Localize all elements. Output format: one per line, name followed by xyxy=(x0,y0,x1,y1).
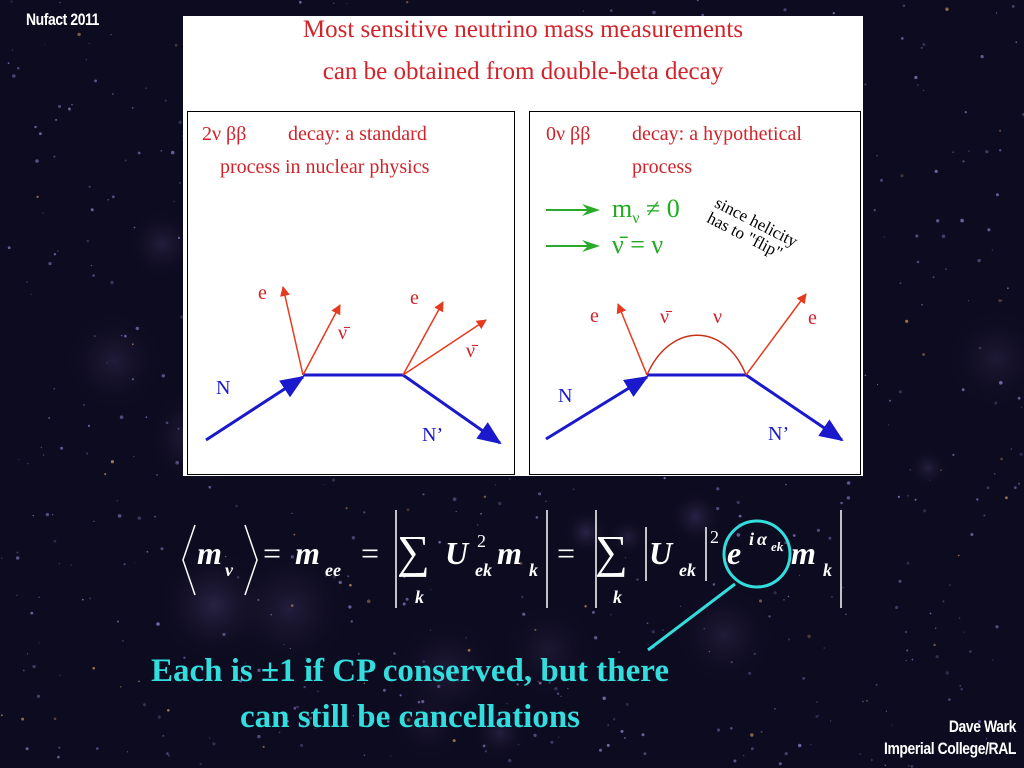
eq-equals3: = xyxy=(557,535,576,571)
label-Nprime: N’ xyxy=(768,423,790,445)
eq-alpha-exp: α xyxy=(757,529,767,549)
eq-nu-sub: ν xyxy=(225,560,233,580)
eq-ek1-sub: ek xyxy=(475,560,492,580)
outgoing-nucleus-line xyxy=(745,373,844,442)
outgoing-nucleus-line xyxy=(402,373,502,445)
figure-panel: Most sensitive neutrino mass measurement… xyxy=(183,16,863,476)
implication-arrows xyxy=(546,204,600,252)
label-nubar1: ν̄ xyxy=(338,322,348,344)
two-neutrino-box: 2ν ββ decay: a standard process in nucle… xyxy=(187,111,515,475)
eq-ek-exp-sub: ek xyxy=(771,539,784,554)
author-name: Dave Wark xyxy=(948,717,1016,736)
two-nu-heading: decay: a standard xyxy=(288,123,427,145)
panel-title-line1: Most sensitive neutrino mass measurement… xyxy=(302,16,744,43)
zero-neutrino-box: 0ν ββ decay: a hypothetical process mν ≠… xyxy=(529,111,861,475)
author-institution: Imperial College/RAL xyxy=(883,739,1016,758)
eq-equals2: = xyxy=(361,535,380,571)
incoming-nucleus-line xyxy=(205,375,305,442)
label-nubar2: ν̄ xyxy=(466,340,476,362)
label-e2: e xyxy=(410,287,419,309)
eq-sq2: 2 xyxy=(710,527,719,547)
two-nu-diagram xyxy=(205,286,502,445)
eq-m: m xyxy=(197,535,222,571)
neutrino-exchange-arc xyxy=(646,334,747,376)
eq-sq1: 2 xyxy=(477,531,486,551)
cp-note-line1: Each is ±1 if CP conserved, but there xyxy=(151,653,669,689)
eq-sum1-index: k xyxy=(415,587,424,607)
two-nu-heading-cont: process in nuclear physics xyxy=(220,156,430,178)
eq-U2: U xyxy=(649,535,673,571)
eq-ee-sub: ee xyxy=(325,560,341,580)
eq-m-k1: m xyxy=(497,535,522,571)
phase-highlight-circle xyxy=(722,519,792,589)
eq-k1-sub: k xyxy=(529,560,538,580)
antineutrino1-line xyxy=(302,304,341,376)
eq-equals1: = xyxy=(263,535,282,571)
eq-k2-sub: k xyxy=(823,560,832,580)
zero-nu-heading: decay: a hypothetical xyxy=(632,123,802,145)
label-N: N xyxy=(216,377,231,399)
label-Nprime: N’ xyxy=(422,424,444,446)
two-nu-symbol: 2ν ββ xyxy=(202,123,247,145)
eq-m-k2: m xyxy=(791,535,816,571)
zero-nu-diagram xyxy=(545,293,844,442)
phase-pointer-line xyxy=(647,582,736,652)
effective-mass-equation: m ν = m ee = ∑ k U ek 2 m k = ∑ k U ek 2… xyxy=(175,505,855,615)
conference-label: Nufact 2011 xyxy=(26,10,99,29)
label-nu: ν xyxy=(713,306,723,328)
antineutrino2-line xyxy=(402,319,487,376)
majorana-relation: ν̄ = ν xyxy=(612,230,664,259)
eq-i-exp: i xyxy=(749,529,755,549)
eq-m-ee: m xyxy=(295,535,320,571)
label-e2: e xyxy=(808,307,817,329)
panel-title-line2: can be obtained from double-beta decay xyxy=(322,58,724,85)
label-N: N xyxy=(558,385,573,407)
eq-sum2-index: k xyxy=(613,587,622,607)
label-nubar: ν̄ xyxy=(660,306,670,328)
electron1-line xyxy=(280,286,304,376)
incoming-nucleus-line xyxy=(545,375,649,441)
zero-nu-symbol: 0ν ββ xyxy=(546,123,591,145)
eq-e: e xyxy=(727,535,742,571)
eq-sum1: ∑ xyxy=(397,526,430,577)
eq-ek2-sub: ek xyxy=(679,560,696,580)
cp-note-line2: can still be cancellations xyxy=(239,699,581,735)
label-e1: e xyxy=(258,282,267,304)
mass-nonzero-m: mν ≠ 0 xyxy=(612,194,680,228)
label-e1: e xyxy=(590,305,599,327)
electron2-line xyxy=(402,301,444,376)
author-credit: Dave Wark Imperial College/RAL xyxy=(884,716,1016,760)
eq-U1: U xyxy=(445,535,469,571)
cp-note: Each is ±1 if CP conserved, but there ca… xyxy=(60,648,760,740)
electron2-line xyxy=(745,293,807,376)
eq-sum2: ∑ xyxy=(595,526,628,577)
electron1-line xyxy=(616,303,648,376)
zero-nu-heading-cont: process xyxy=(632,156,692,178)
